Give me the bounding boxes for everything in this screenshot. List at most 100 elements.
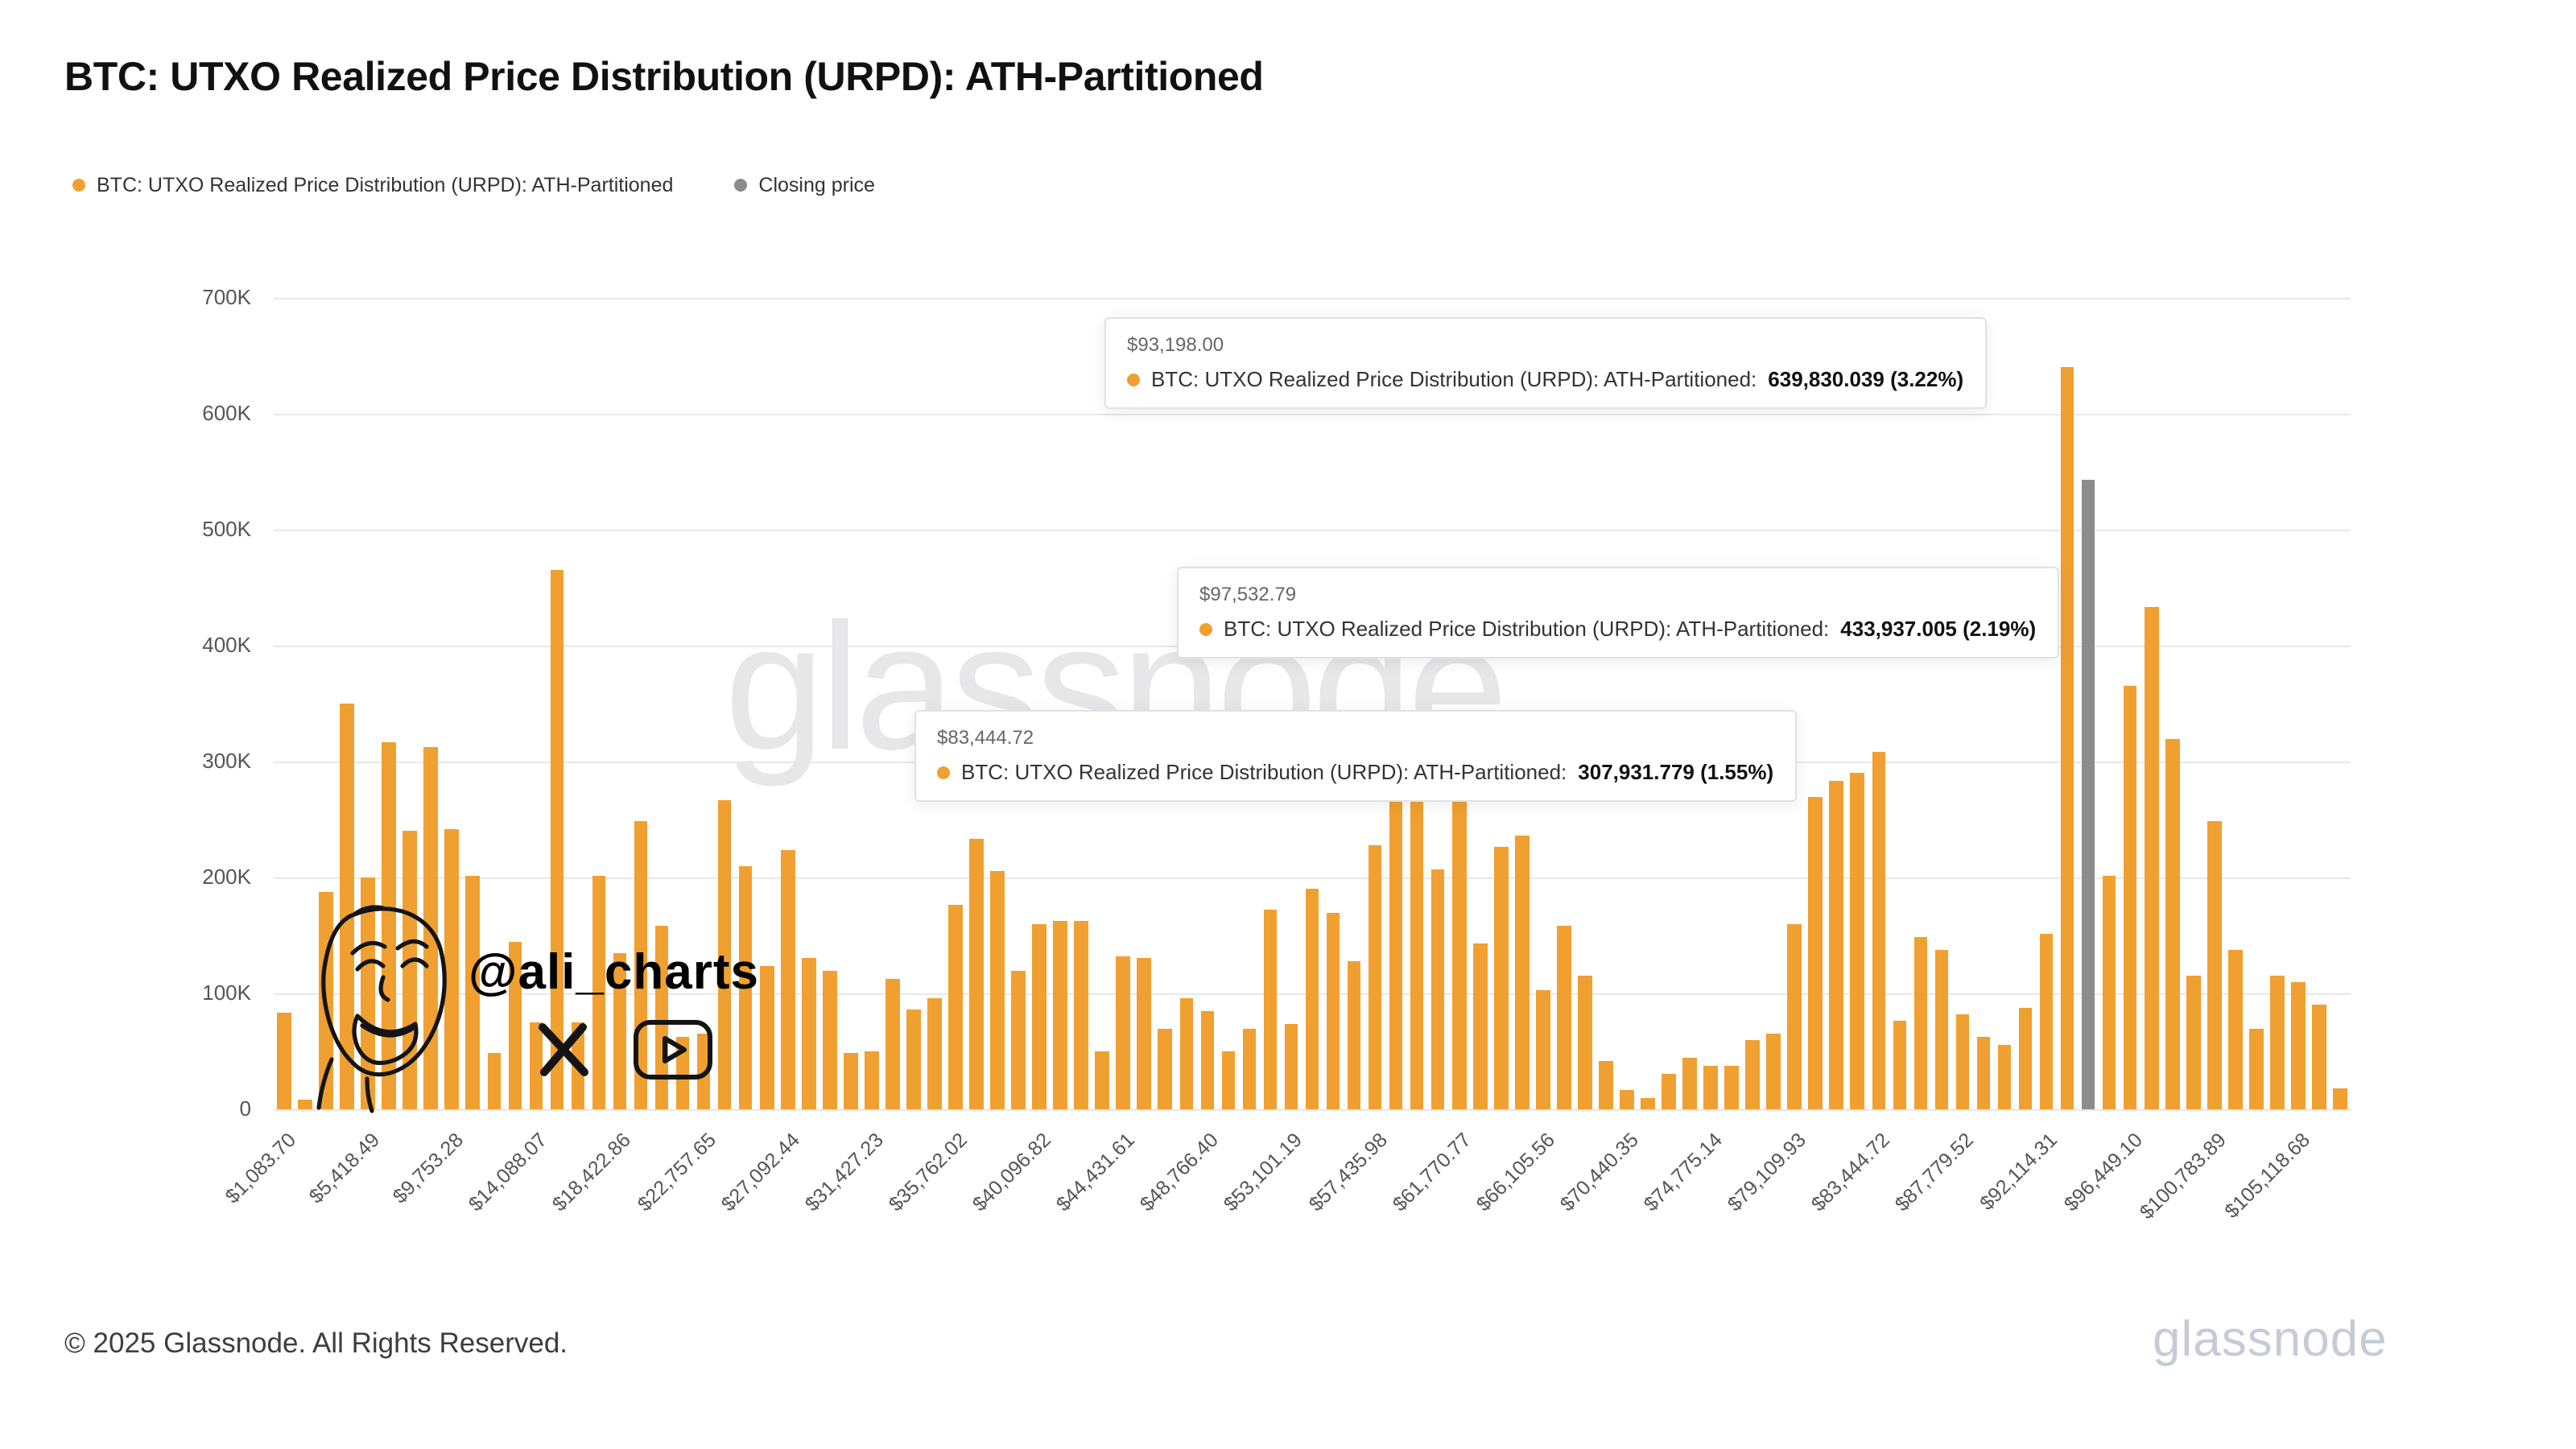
urpd-bar[interactable]	[1158, 1028, 1173, 1109]
urpd-bar[interactable]	[1745, 1039, 1760, 1109]
urpd-bar[interactable]	[2060, 367, 2074, 1109]
urpd-bar[interactable]	[1200, 1010, 1215, 1109]
urpd-bar[interactable]	[1515, 836, 1530, 1109]
urpd-bar[interactable]	[277, 1013, 291, 1109]
urpd-bar[interactable]	[1305, 889, 1319, 1109]
urpd-bar[interactable]	[1137, 957, 1152, 1109]
urpd-bar[interactable]	[1179, 997, 1194, 1109]
urpd-bar[interactable]	[1787, 923, 1802, 1109]
urpd-bar[interactable]	[2186, 976, 2201, 1109]
legend-item-urpd[interactable]: BTC: UTXO Realized Price Distribution (U…	[72, 174, 673, 196]
urpd-bar[interactable]	[550, 570, 564, 1109]
urpd-bar[interactable]	[1955, 1013, 1970, 1109]
urpd-bar[interactable]	[1893, 1020, 1907, 1109]
urpd-bar[interactable]	[1389, 802, 1403, 1109]
urpd-bar[interactable]	[1872, 752, 1886, 1109]
urpd-bar[interactable]	[948, 904, 963, 1109]
urpd-bar[interactable]	[1095, 1051, 1109, 1109]
urpd-bar[interactable]	[1074, 920, 1088, 1109]
urpd-bar[interactable]	[1703, 1065, 1718, 1109]
urpd-bar[interactable]	[1934, 950, 1949, 1109]
urpd-bar[interactable]	[1493, 846, 1509, 1109]
urpd-bar[interactable]	[2207, 821, 2222, 1109]
urpd-bar[interactable]	[361, 877, 375, 1109]
urpd-bar[interactable]	[2039, 933, 2054, 1109]
urpd-bar[interactable]	[508, 941, 522, 1109]
urpd-bar[interactable]	[1451, 802, 1466, 1109]
urpd-bar[interactable]	[2270, 976, 2285, 1109]
urpd-bar[interactable]	[1766, 1034, 1781, 1109]
urpd-bar[interactable]	[1536, 989, 1550, 1109]
closing-price-bar[interactable]	[2081, 480, 2095, 1109]
urpd-bar[interactable]	[1368, 844, 1382, 1109]
urpd-bar[interactable]	[927, 997, 942, 1109]
legend-item-closing-price[interactable]: Closing price	[734, 174, 875, 196]
urpd-bar[interactable]	[990, 870, 1005, 1109]
urpd-bar[interactable]	[2228, 950, 2243, 1109]
urpd-bar[interactable]	[1221, 1051, 1236, 1109]
urpd-bar[interactable]	[382, 741, 396, 1109]
urpd-bar[interactable]	[613, 952, 627, 1109]
urpd-bar[interactable]	[298, 1100, 312, 1109]
legend-urpd-label: BTC: UTXO Realized Price Distribution (U…	[97, 174, 674, 196]
urpd-bar[interactable]	[780, 849, 795, 1109]
urpd-bar[interactable]	[1850, 773, 1865, 1109]
urpd-bar[interactable]	[886, 978, 900, 1109]
urpd-bar[interactable]	[487, 1053, 502, 1109]
urpd-bar[interactable]	[1997, 1045, 2012, 1109]
urpd-bar[interactable]	[1682, 1057, 1697, 1109]
urpd-bar[interactable]	[1808, 796, 1823, 1109]
urpd-bar[interactable]	[906, 1009, 921, 1109]
urpd-bar[interactable]	[1284, 1023, 1298, 1109]
urpd-bar[interactable]	[1913, 937, 1928, 1109]
urpd-bar[interactable]	[738, 865, 753, 1109]
urpd-bar[interactable]	[2018, 1007, 2033, 1109]
urpd-bar[interactable]	[1116, 956, 1131, 1109]
urpd-bar[interactable]	[1578, 976, 1592, 1109]
urpd-bar[interactable]	[444, 829, 460, 1109]
urpd-bar[interactable]	[1410, 786, 1424, 1109]
urpd-bar[interactable]	[2291, 981, 2306, 1109]
urpd-bar[interactable]	[1011, 971, 1026, 1109]
ali-charts-handle: @ali_charts	[469, 943, 759, 1000]
tooltip-value: 307,931.779 (1.55%)	[1578, 760, 1774, 784]
urpd-bar[interactable]	[1557, 926, 1571, 1109]
urpd-bar[interactable]	[1032, 923, 1046, 1109]
urpd-bar[interactable]	[717, 799, 732, 1109]
tooltip-price: $83,444.72	[937, 726, 1034, 749]
urpd-bar[interactable]	[1620, 1090, 1634, 1109]
urpd-bar[interactable]	[1724, 1065, 1739, 1109]
urpd-bar[interactable]	[823, 970, 837, 1109]
urpd-bar[interactable]	[592, 875, 606, 1109]
urpd-bar[interactable]	[529, 1022, 543, 1109]
urpd-bar[interactable]	[654, 926, 669, 1109]
urpd-bar[interactable]	[1053, 920, 1067, 1109]
urpd-bar[interactable]	[2312, 1005, 2326, 1109]
y-axis-label: 300K	[202, 749, 251, 773]
urpd-bar[interactable]	[1326, 912, 1340, 1109]
urpd-bar[interactable]	[1599, 1060, 1613, 1109]
urpd-bar[interactable]	[1242, 1028, 1257, 1109]
urpd-bar[interactable]	[865, 1051, 879, 1109]
urpd-bar[interactable]	[1430, 869, 1445, 1109]
urpd-bar[interactable]	[844, 1053, 858, 1109]
urpd-bar[interactable]	[340, 704, 354, 1109]
urpd-bar[interactable]	[2249, 1028, 2264, 1109]
urpd-bar[interactable]	[1347, 960, 1361, 1109]
urpd-bar[interactable]	[801, 958, 816, 1109]
urpd-bar[interactable]	[2165, 738, 2180, 1109]
urpd-bar[interactable]	[2144, 606, 2158, 1109]
urpd-bar[interactable]	[1641, 1097, 1655, 1109]
urpd-bar[interactable]	[1976, 1037, 1991, 1109]
urpd-bar[interactable]	[1472, 943, 1488, 1109]
urpd-bar[interactable]	[1263, 910, 1278, 1109]
urpd-bar[interactable]	[2102, 875, 2116, 1109]
urpd-bar[interactable]	[465, 875, 481, 1109]
urpd-bar[interactable]	[2333, 1088, 2347, 1109]
urpd-bar[interactable]	[969, 838, 984, 1109]
urpd-bar[interactable]	[1829, 781, 1844, 1109]
ali-face-sketch	[316, 905, 447, 1113]
urpd-bar[interactable]	[2123, 686, 2137, 1109]
urpd-bar[interactable]	[759, 965, 774, 1109]
urpd-bar[interactable]	[1662, 1074, 1676, 1109]
